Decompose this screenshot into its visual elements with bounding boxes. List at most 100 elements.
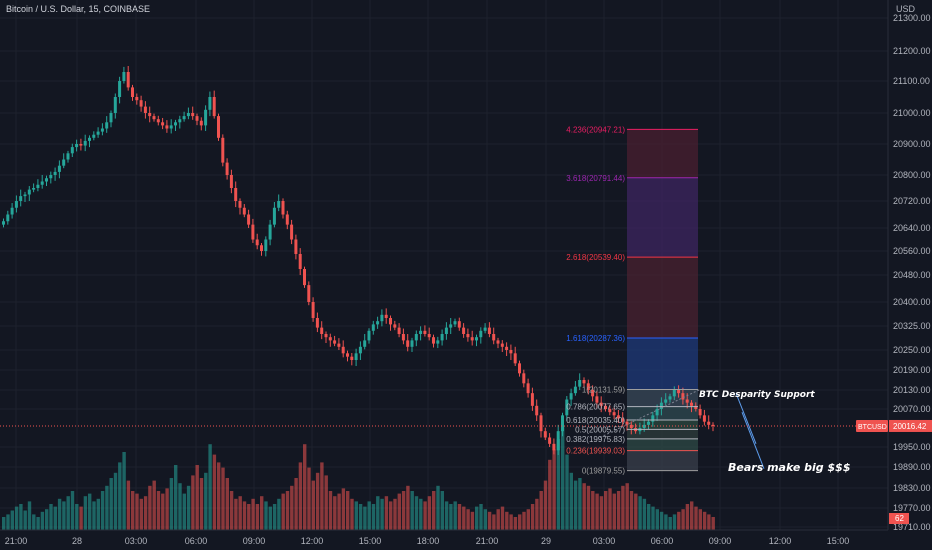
volume-bar (621, 485, 625, 530)
candle-body (505, 346, 509, 350)
candle-body (264, 239, 268, 251)
volume-bar (217, 462, 221, 530)
price-tick-label: 21000.00 (893, 108, 931, 118)
candle-body (40, 181, 44, 185)
candle-body (552, 443, 556, 451)
fib-level-label: 1.618(20287.36) (566, 334, 625, 343)
candle-body (548, 437, 552, 444)
time-tick-label: 15:00 (827, 536, 850, 546)
volume-bar (612, 493, 616, 530)
price-tick-label: 20190.00 (893, 365, 931, 375)
volume-bar (303, 444, 307, 530)
volume-bar (698, 509, 702, 530)
candle-body (346, 353, 349, 357)
candle-body (367, 330, 371, 341)
candle-body (285, 214, 289, 225)
candle-body (483, 327, 487, 331)
candle-body (397, 327, 401, 334)
volume-bar (591, 491, 595, 530)
volume-bar (88, 493, 92, 530)
volume-bar (586, 485, 591, 530)
volume-bar (260, 496, 264, 530)
candle-body (681, 393, 685, 400)
candle-body (96, 131, 100, 135)
volume-bar (423, 501, 427, 530)
candle-body (36, 184, 40, 188)
price-tag-symbol: BTCUSD (858, 424, 887, 431)
volume-bar (638, 496, 642, 530)
candle-body (2, 221, 5, 225)
volume-bar (234, 498, 238, 530)
volume-bar (664, 514, 668, 530)
candle-body (242, 207, 246, 215)
volume-tag: 62 (889, 513, 909, 524)
price-tick-label: 20800.00 (893, 170, 931, 180)
price-tick-label: 19890.00 (893, 462, 931, 472)
candle-body (582, 380, 586, 384)
candle-body (6, 214, 10, 222)
volume-bar (53, 506, 57, 530)
candle-body (255, 239, 259, 246)
volume-bar (432, 491, 436, 530)
candle-body (135, 97, 139, 101)
volume-bar (32, 514, 36, 530)
fib-level-label: 1(20131.59) (582, 385, 625, 394)
volume-bar (470, 511, 475, 530)
candle-body (655, 409, 659, 416)
fib-zone (627, 438, 698, 451)
candle-body (169, 125, 173, 129)
candle-body (621, 418, 625, 422)
volume-bar (238, 496, 242, 530)
volume-bar (174, 465, 178, 530)
candle-body (212, 97, 216, 117)
volume-bar (320, 462, 324, 530)
volume-bar (346, 491, 350, 530)
candle-body (217, 116, 220, 138)
fib-level-label: 0.382(19975.83) (566, 435, 625, 444)
candle-body (208, 97, 212, 110)
volume-bar (569, 472, 573, 530)
candle-body (45, 178, 48, 182)
candle-body (199, 120, 203, 126)
candle-body (354, 353, 358, 360)
candle-body (707, 421, 711, 425)
volume-bar (427, 496, 432, 530)
candle-body (432, 337, 435, 344)
fib-zone (627, 338, 698, 390)
candle-body (268, 224, 272, 240)
volume-bar (384, 496, 389, 530)
volume-bar (500, 506, 505, 530)
volume-bar (315, 472, 320, 530)
time-scale-bg (0, 530, 932, 550)
candle-body (629, 424, 633, 428)
time-tick-label: 12:00 (301, 536, 324, 546)
volume-bar (573, 480, 578, 530)
candle-body (247, 214, 251, 225)
volume-bar (350, 498, 354, 530)
volume-bar (526, 509, 530, 530)
volume-bar (690, 501, 694, 530)
candle-body (311, 302, 315, 318)
fib-level-label: 0.5(20005.57) (575, 425, 625, 434)
fib-level-label: 0.236(19939.03) (566, 447, 625, 456)
volume-bar (49, 504, 53, 530)
time-tick-label: 09:00 (709, 536, 732, 546)
candle-body (92, 134, 96, 138)
time-tick-label: 03:00 (125, 536, 148, 546)
volume-bar (483, 509, 487, 530)
volume-bar (290, 485, 294, 530)
candle-body (380, 314, 384, 322)
volume-bar (582, 483, 586, 530)
candle-body (659, 402, 663, 409)
candle-body (526, 383, 530, 394)
drawings (599, 389, 765, 469)
candle-body (625, 421, 629, 425)
volume-bar (659, 511, 664, 530)
volume-bar (561, 426, 565, 530)
candle-body (49, 175, 53, 179)
candle-body (466, 334, 470, 338)
candle-body (109, 113, 113, 123)
candle-body (573, 386, 577, 394)
candle-body (83, 140, 87, 146)
